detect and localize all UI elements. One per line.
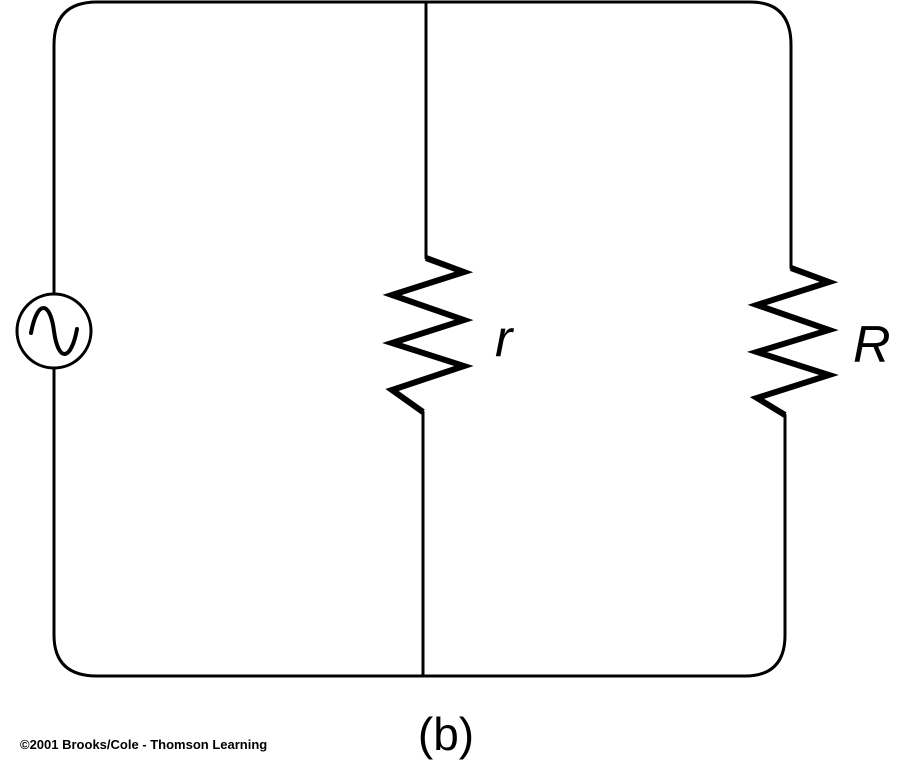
figure-caption: (b) — [418, 708, 474, 760]
resistor-R-label: R — [853, 316, 891, 374]
sine-wave-icon — [29, 306, 79, 356]
resistor-R-symbol — [746, 265, 839, 418]
wire-outer-bottom — [52, 365, 787, 678]
resistor-r-symbol — [382, 255, 474, 415]
copyright-notice: ©2001 Brooks/Cole - Thomson Learning — [20, 737, 268, 752]
resistor-r-label: r — [495, 310, 515, 368]
wire-outer-top — [52, 0, 793, 296]
